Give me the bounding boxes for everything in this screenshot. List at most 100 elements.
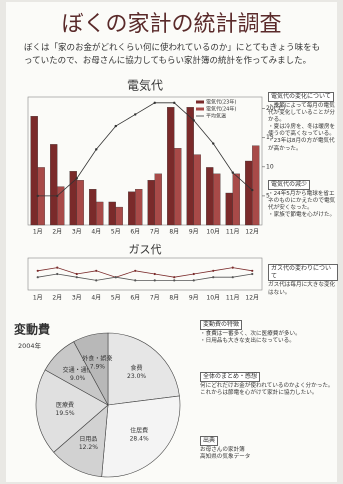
temperature-point [134,113,137,116]
x-tick-label: 10月 [206,229,220,236]
slice-label: 日用品 [79,436,97,443]
gas-point [134,269,137,272]
slice-value: 28.4% [130,435,149,442]
bar [154,173,162,226]
bar [186,107,194,226]
x-tick-label: 8月 [169,295,179,302]
temperature-point [173,101,176,105]
bar [108,201,116,226]
bar [96,201,104,226]
bar [206,167,214,226]
note: 電気代の減少 ・24年5月から電球を省エネのものにかえたので電気代が安くなった。・… [268,180,338,219]
x-tick-label: 1月 [33,229,43,236]
legend-label: 平均気温 [206,113,226,120]
note: 変動費の特徴 ・食費は一番多く、次に医療費が多い。 ・日用品も大きな支出になっている… [200,320,336,345]
note-heading: 電気代の減少 [268,180,311,190]
gas-point [153,272,156,276]
temperature-point [153,101,156,105]
x-tick-label: 11月 [226,229,240,236]
temperature-point [231,171,234,174]
temperature-point [212,142,215,145]
note-line: お母さんの家計簿 [200,446,245,453]
bar [57,186,65,226]
bar [245,160,253,226]
slice-label: 外食・娯楽 [82,355,112,363]
gas-point [114,276,117,279]
x-tick-label: 8月 [169,229,179,236]
temperature-point [75,177,78,180]
note-line: 何にどれだけお金が使われているのかよく分かった。 [200,382,334,389]
temperature-point [114,124,117,128]
pie-slice [107,332,180,406]
gas-point [192,279,195,282]
gas-point [56,266,59,269]
x-tick-label: 7月 [150,229,160,236]
note-heading: ガス代の変わりについて [268,264,338,282]
x-tick-label: 6月 [130,229,140,236]
note-line: ・家族で節電を心がけた。 [268,212,336,219]
chart-title: 電気代 [127,78,163,93]
note-heading: 出典 [200,436,219,446]
gas-point [173,276,176,279]
legend-label: 電気代(24年) [206,106,236,113]
bar [167,107,175,226]
bar [213,173,221,226]
bar [193,154,201,226]
chart-subtitle: 2004年 [18,341,42,350]
gas-point [36,276,39,279]
x-tick-label: 12月 [245,229,259,236]
intro: ぼくは「家のお金がどれくらい何に使われているのか」にとてもきょう味をもっていたの… [24,43,321,66]
x-tick-label: 2月 [52,229,62,236]
bar [128,191,136,226]
bar [135,189,143,226]
note: 電気代の変化について ・季節によって毎月の電気代が変化していることが分かる。 ・夏は… [268,92,338,153]
slice-value: 23.0% [127,373,146,380]
y2-tick-label: 20(℃) [266,105,285,112]
bar [50,144,58,226]
note-line: ・夏は冷房を、冬は暖房を使うので高くなっている。 [268,124,336,138]
y2-tick-label: 10 [266,163,274,170]
x-tick-label: 9月 [189,229,199,236]
bar [115,206,123,226]
note-heading: 全体のまとめ・感想 [200,372,261,382]
slice-value: 9.0% [70,375,86,382]
chart-frame [27,257,263,291]
x-tick-label: 11月 [226,295,240,302]
x-tick-label: 3月 [72,295,82,302]
slice-value: 12.2% [79,444,98,451]
gas-point [212,276,215,279]
bar [252,145,260,226]
gas-point [212,269,215,272]
slice-label: 住居費 [130,426,148,434]
gas-point [134,279,137,282]
bar [174,148,182,226]
temperature-point [95,148,98,151]
note: ガス代の変わりについて ガス代は毎月に大きな変化はない。 [268,264,338,297]
y2-tick-label: 5 [266,192,270,199]
note-line: ・24年5月から電球を省エネのものにかえたので電気代が安くなった。 [268,190,336,211]
note: 全体のまとめ・感想 何にどれだけお金が使われているのかよく分かった。 これからは節電… [200,372,336,397]
note-heading: 変動費の特徴 [200,320,243,330]
x-tick-label: 5月 [111,295,121,302]
x-tick-label: 10月 [206,295,220,302]
x-tick-label: 2月 [52,295,62,302]
gas-point [153,279,156,282]
temperature-point [251,188,254,192]
slice-value: 7.9% [90,364,106,371]
note-line: ・23年は8月の方が電気代が高かった。 [268,138,335,152]
note-line: ・食費は一番多く、次に医療費が多い。 [200,330,301,337]
x-tick-label: 1月 [33,295,43,302]
slice-value: 19.5% [56,410,75,417]
slice-label: 食費 [131,364,143,372]
gas-point [173,279,176,282]
pie-slice [35,369,109,453]
x-tick-label: 5月 [111,229,121,236]
gas-line [37,267,253,278]
slice-label: 交通・通信 [63,366,93,374]
gas-point [231,266,234,269]
x-tick-label: 12月 [245,295,259,302]
temperature-point [56,194,59,198]
temperature-point [36,194,39,198]
chart-title: 変動費 [14,322,50,337]
